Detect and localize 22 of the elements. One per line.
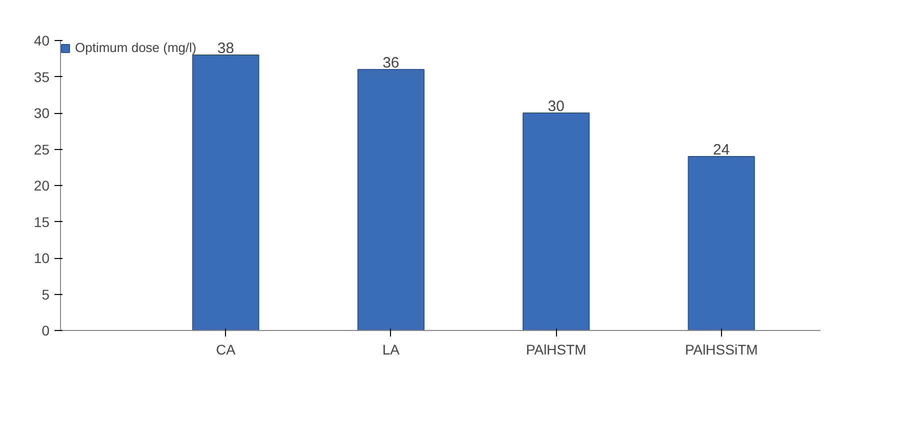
bar — [357, 69, 424, 330]
bar — [688, 156, 755, 330]
data-label: 30 — [548, 98, 564, 115]
bar — [192, 54, 260, 330]
data-label: 36 — [382, 54, 400, 72]
y-tick-label: 15 — [34, 214, 50, 230]
data-label: 38 — [217, 40, 234, 57]
y-tick-label: 35 — [34, 68, 50, 85]
data-label: 24 — [713, 142, 730, 158]
y-tick-label: 5 — [42, 286, 50, 302]
y-tick-label: 10 — [34, 250, 50, 266]
x-tick-label: PAlHSSiTM — [684, 342, 758, 358]
y-tick-label: 30 — [34, 105, 50, 121]
bar — [522, 112, 590, 330]
x-tick-label: LA — [382, 342, 400, 358]
x-tick-label: CA — [216, 342, 236, 358]
y-tick-label: 25 — [34, 141, 50, 158]
y-tick-label: 0 — [42, 322, 50, 338]
legend-label: Optimum dose (mg/l) — [75, 40, 196, 55]
y-tick-label: 40 — [34, 32, 50, 48]
y-tick-label: 20 — [34, 178, 50, 194]
x-tick-label: PAlHSTM — [526, 342, 586, 358]
